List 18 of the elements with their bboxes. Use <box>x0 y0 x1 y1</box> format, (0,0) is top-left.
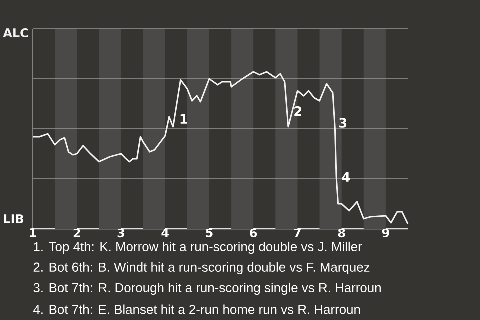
x-tick-label: 5 <box>206 228 213 238</box>
x-tick-label: 9 <box>382 228 390 238</box>
annotation: 1 <box>180 114 188 124</box>
annotation: 4 <box>342 172 350 182</box>
x-tick-label: 2 <box>74 228 80 238</box>
text: LIB <box>4 214 24 224</box>
x-tick-label: 8 <box>338 228 346 238</box>
text: ALC <box>3 28 28 38</box>
x-tick-label: 3 <box>118 228 124 238</box>
x-tick-label: 1 <box>30 228 36 238</box>
text: 1. Top 4th: K. Morrow hit a run-scoring double vs J. Miller <box>34 242 362 254</box>
x-tick-label: 4 <box>162 228 169 238</box>
text: 4. Bot 7th: E. Blanset hit a 2-run home run vs R. Harroun <box>33 304 360 314</box>
annotation: 2 <box>294 106 302 116</box>
annotation: 3 <box>339 118 347 128</box>
text: 2. Bot 6th: B. Windt hit a run-scoring double vs F. Marquez <box>34 262 370 275</box>
text: 3. Bot 7th: R. Dorough hit a run-scoring single vs R. Harroun <box>34 282 381 296</box>
x-tick-label: 6 <box>250 228 258 238</box>
